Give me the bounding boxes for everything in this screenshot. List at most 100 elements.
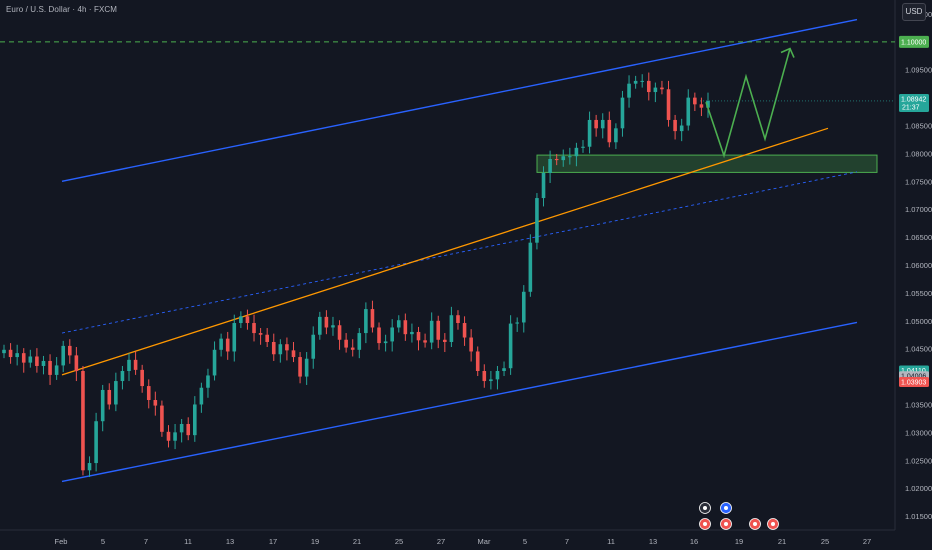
x-tick-label: 19 bbox=[311, 537, 319, 546]
target-price-label-bg bbox=[899, 35, 929, 48]
candle-body bbox=[285, 344, 289, 351]
candle-body bbox=[679, 125, 684, 132]
candle-body bbox=[232, 323, 237, 352]
candle-body bbox=[278, 344, 283, 355]
y-tick-label: 1.01500 bbox=[905, 512, 932, 521]
x-tick-label: 13 bbox=[649, 537, 657, 546]
candle-body bbox=[548, 159, 552, 173]
candle-body bbox=[396, 320, 401, 328]
candle-body bbox=[693, 97, 697, 105]
candle-body bbox=[370, 309, 375, 328]
candle-body bbox=[160, 405, 164, 432]
candle-body bbox=[416, 331, 421, 341]
level-c-label-bg bbox=[899, 376, 929, 387]
y-tick-label: 1.03000 bbox=[905, 428, 932, 437]
candle-body bbox=[429, 320, 434, 343]
x-tick-label: 16 bbox=[690, 537, 698, 546]
x-tick-label: Mar bbox=[478, 537, 491, 546]
candle-body bbox=[423, 340, 427, 343]
y-tick-label: 1.02500 bbox=[905, 456, 932, 465]
candle-body bbox=[462, 323, 467, 338]
x-tick-label: 11 bbox=[607, 537, 615, 546]
candle-body bbox=[706, 100, 710, 108]
candle-body bbox=[127, 359, 131, 371]
currency-button[interactable]: USD bbox=[902, 3, 926, 21]
candle-body bbox=[587, 119, 592, 147]
candle-body bbox=[614, 128, 618, 143]
y-tick-label: 1.07000 bbox=[905, 205, 932, 214]
x-tick-label: Feb bbox=[55, 537, 68, 546]
candle-body bbox=[568, 156, 572, 158]
x-tick-label: 5 bbox=[101, 537, 105, 546]
x-tick-label: 7 bbox=[565, 537, 569, 546]
candle-body bbox=[21, 353, 26, 363]
x-tick-label: 25 bbox=[395, 537, 403, 546]
upper-channel-line bbox=[61, 18, 858, 183]
flag-icon-center bbox=[771, 522, 775, 526]
candle-body bbox=[225, 338, 230, 352]
x-tick-label: 17 bbox=[269, 537, 277, 546]
candle-body bbox=[449, 315, 454, 342]
event-icon-center bbox=[724, 506, 728, 510]
y-tick-label: 1.08500 bbox=[905, 122, 932, 131]
candle-body bbox=[640, 80, 645, 82]
candle-body bbox=[140, 369, 144, 387]
candle-body bbox=[133, 359, 138, 370]
candle-body bbox=[357, 333, 362, 350]
symbol-title[interactable]: Euro / U.S. Dollar · 4h · FXCM bbox=[6, 5, 118, 14]
flag-icon-center bbox=[753, 522, 757, 526]
projection-path bbox=[705, 48, 791, 159]
candle-body bbox=[2, 349, 6, 354]
candle-body bbox=[528, 242, 533, 292]
x-tick-label: 19 bbox=[735, 537, 743, 546]
candle-body bbox=[146, 386, 151, 401]
level-c-label: 1.03903 bbox=[901, 379, 926, 386]
event-icon-center bbox=[703, 506, 707, 510]
candle-body bbox=[469, 337, 473, 352]
candle-body bbox=[390, 327, 394, 342]
candle-body bbox=[350, 347, 355, 350]
candle-body bbox=[8, 349, 13, 358]
candle-body bbox=[245, 316, 250, 324]
y-tick-label: 1.09500 bbox=[905, 66, 932, 75]
x-tick-label: 21 bbox=[353, 537, 361, 546]
candle-body bbox=[87, 463, 92, 471]
candle-body bbox=[107, 389, 112, 405]
countdown-label: 21:37 bbox=[902, 104, 920, 111]
y-tick-label: 1.06000 bbox=[905, 261, 932, 270]
y-tick-label: 1.08000 bbox=[905, 149, 932, 158]
candle-body bbox=[54, 365, 59, 375]
candle-body bbox=[271, 341, 276, 355]
y-tick-label: 1.02000 bbox=[905, 484, 932, 493]
x-tick-label: 27 bbox=[863, 537, 871, 546]
candle-body bbox=[686, 97, 691, 126]
candle-body bbox=[541, 172, 546, 199]
candle-body bbox=[179, 424, 184, 433]
candle-body bbox=[660, 87, 664, 90]
x-tick-label: 13 bbox=[226, 537, 234, 546]
price-axis bbox=[895, 0, 932, 550]
candle-body bbox=[28, 356, 33, 363]
lower-channel-line bbox=[61, 321, 858, 483]
candle-body bbox=[377, 327, 381, 344]
candle-body bbox=[344, 339, 348, 348]
y-tick-label: 1.04500 bbox=[905, 345, 932, 354]
candle-body bbox=[515, 322, 519, 324]
x-tick-label: 27 bbox=[437, 537, 445, 546]
y-tick-label: 1.03500 bbox=[905, 400, 932, 409]
x-tick-label: 21 bbox=[778, 537, 786, 546]
candle-body bbox=[48, 360, 52, 375]
candle-body bbox=[600, 119, 605, 129]
candle-body bbox=[41, 360, 46, 366]
channel-midline bbox=[61, 171, 858, 334]
candle-body bbox=[489, 379, 493, 382]
candle-body bbox=[331, 325, 335, 328]
candle-body bbox=[561, 156, 566, 161]
candle-body bbox=[206, 375, 210, 388]
candle-body bbox=[252, 323, 256, 334]
candle-body bbox=[521, 291, 526, 323]
current-price-label: 1.08942 bbox=[901, 96, 926, 103]
candle-body bbox=[219, 338, 223, 350]
